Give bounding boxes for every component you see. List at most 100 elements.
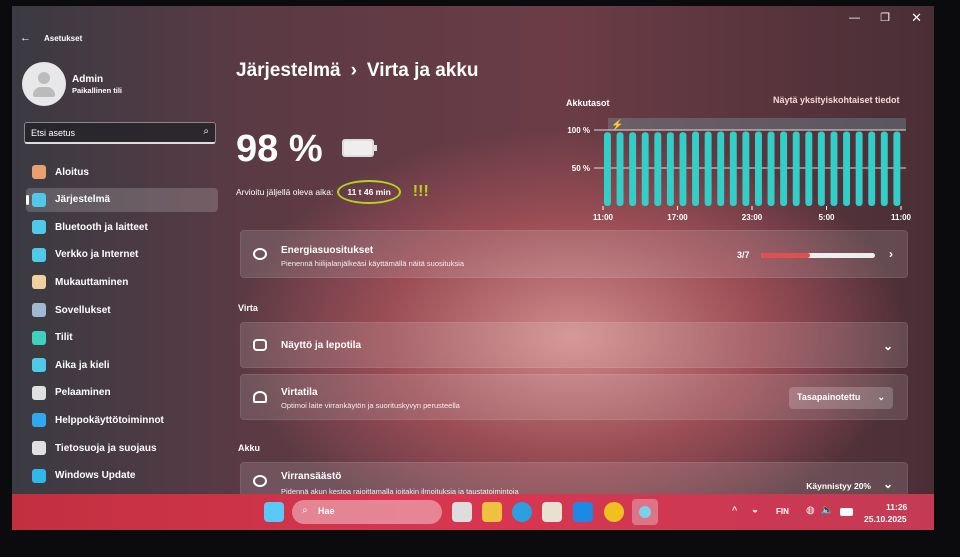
y-tick-label: 100 % [567, 126, 590, 135]
x-tick-label: 11:00 [891, 213, 912, 222]
energy-title: Energiasuositukset [281, 245, 374, 256]
minimize-button[interactable]: — [849, 12, 860, 24]
maximize-button[interactable]: ❐ [880, 12, 890, 24]
battery-bar [880, 131, 888, 206]
sidebar-item-7[interactable]: Aika ja kieli [26, 353, 218, 377]
sidebar-item-label: Aloitus [55, 166, 89, 178]
battery-icon [342, 139, 377, 157]
emoji-app-icon[interactable] [604, 502, 624, 522]
sidebar-item-0[interactable]: Aloitus [26, 160, 218, 184]
sidebar-item-label: Pelaaminen [55, 387, 111, 399]
page-title: Virta ja akku [366, 60, 479, 81]
sidebar-item-6[interactable]: Tilit [26, 326, 218, 350]
battery-level-chart: ⚡ 100 % 50 % 11:00 17:00 23:00 5:00 11:00 [567, 118, 912, 222]
battery-bar [704, 131, 712, 206]
screen-sleep-icon [253, 339, 267, 351]
power-mode-card: Virtatila Optimoi laite virrankäytön ja … [240, 374, 908, 420]
power-mode-dropdown[interactable]: Tasapainotettu ⌄ [789, 387, 893, 409]
search-icon: ⌕ [203, 126, 209, 137]
chevron-down-icon: ⌄ [877, 392, 885, 402]
person-icon [32, 330, 46, 345]
x-tick-label: 5:00 [818, 213, 835, 222]
edge-icon[interactable] [512, 502, 532, 522]
globe-clock-icon [32, 358, 46, 373]
clock-time[interactable]: 11:26 [886, 502, 908, 512]
close-button[interactable]: ✕ [911, 10, 922, 25]
search-input[interactable]: Etsi asetus ⌕ [24, 122, 216, 144]
energy-subtitle: Pienennä hiilijalanjälkeäsi käyttämällä … [281, 259, 465, 268]
battery-bar [629, 132, 637, 206]
sidebar-item-label: Järjestelmä [55, 194, 111, 206]
sidebar-item-label: Sovellukset [55, 304, 111, 316]
user-name: Admin [72, 74, 104, 85]
power-mode-icon [253, 391, 267, 403]
sidebar-item-8[interactable]: Pelaaminen [26, 381, 218, 405]
battery-bar [729, 131, 737, 206]
sidebar-item-label: Bluetooth ja laitteet [55, 221, 148, 233]
breadcrumb-separator: › [350, 60, 357, 81]
sidebar-item-label: Windows Update [55, 470, 136, 482]
show-hidden-icons[interactable]: ^ [732, 505, 738, 515]
power-mode-value: Tasapainotettu [797, 392, 861, 402]
sidebar-item-11[interactable]: Windows Update [26, 464, 218, 488]
sidebar-item-label: Mukauttaminen [55, 276, 129, 288]
task-view-icon[interactable] [452, 502, 472, 522]
detailed-info-link[interactable]: Näytä yksityiskohtaiset tiedot [773, 95, 900, 105]
gamepad-icon [32, 385, 46, 400]
update-icon [32, 468, 46, 483]
sidebar-item-1[interactable]: Järjestelmä [26, 187, 218, 212]
power-mode-subtitle: Optimoi laite virrankäytön ja suoritusky… [281, 401, 460, 410]
screen-sleep-card[interactable]: Näyttö ja lepotila ⌄ [240, 322, 908, 368]
notifications-off-icon[interactable]: ◒ [752, 505, 759, 516]
remaining-value: 11 t 46 min [337, 180, 401, 204]
taskbar-search[interactable]: ⌕ Hae [292, 500, 442, 524]
store-icon[interactable] [542, 502, 562, 522]
battery-percent: 98 % [236, 128, 323, 170]
clock-date[interactable]: 25.10.2025 [864, 514, 907, 524]
taskbar-search-placeholder: Hae [318, 506, 335, 516]
leaf-icon [253, 248, 267, 260]
charging-band [608, 118, 906, 130]
network-icon[interactable]: ◍ [806, 505, 815, 516]
sidebar-item-2[interactable]: Bluetooth ja laitteet [26, 215, 218, 239]
battery-bar [792, 131, 800, 206]
energy-progress-text: 3/7 [737, 250, 750, 260]
volume-icon[interactable]: 🔈 [821, 505, 834, 516]
energy-recommendations-card[interactable]: Energiasuositukset Pienennä hiilijalanjä… [240, 230, 908, 278]
sidebar-item-label: Tilit [55, 332, 73, 344]
battery-bar [692, 131, 700, 206]
battery-bar [717, 131, 725, 206]
app-l-icon[interactable] [573, 502, 593, 522]
selection-indicator [26, 194, 29, 205]
screen: ← Asetukset — ❐ ✕ Admin Paikallinen tili… [12, 6, 934, 530]
breadcrumb-parent[interactable]: Järjestelmä [236, 60, 341, 81]
chevron-down-icon: ⌄ [882, 339, 893, 353]
search-icon: ⌕ [302, 505, 308, 516]
sidebar-item-4[interactable]: Mukauttaminen [26, 270, 218, 294]
sidebar-item-3[interactable]: Verkko ja Internet [26, 243, 218, 267]
sidebar-item-label: Tietosuoja ja suojaus [55, 442, 157, 454]
file-explorer-icon[interactable] [482, 502, 502, 522]
settings-app-icon[interactable] [632, 499, 658, 525]
x-tick-label: 11:00 [593, 213, 614, 222]
battery-saver-subtitle: Pidennä akun kestoa rajoittamalla joitak… [281, 487, 519, 496]
sidebar-item-label: Helppokäyttötoiminnot [55, 414, 164, 426]
battery-saver-title: Virransäästö [281, 471, 342, 482]
sidebar-item-9[interactable]: Helppokäyttötoiminnot [26, 408, 218, 432]
battery-bar [666, 132, 674, 206]
battery-tray-icon[interactable] [840, 508, 853, 516]
start-button[interactable] [264, 502, 284, 522]
battery-bar [604, 132, 611, 206]
sidebar-item-10[interactable]: Tietosuoja ja suojaus [26, 436, 218, 460]
language-indicator[interactable]: FIN [776, 507, 789, 516]
shield-icon [32, 441, 46, 455]
search-placeholder: Etsi asetus [31, 128, 76, 138]
sidebar-item-5[interactable]: Sovellukset [26, 298, 218, 322]
screen-sleep-title: Näyttö ja lepotila [281, 340, 362, 351]
battery-bar [855, 131, 863, 206]
battery-saver-status: Käynnistyy 20% [806, 481, 871, 491]
remaining-time: Arvioitu jäljellä oleva aika: 11 t 46 mi… [236, 180, 429, 204]
section-battery: Akku [238, 443, 261, 453]
chevron-right-icon: › [889, 247, 893, 261]
back-button[interactable]: ← [20, 32, 31, 44]
